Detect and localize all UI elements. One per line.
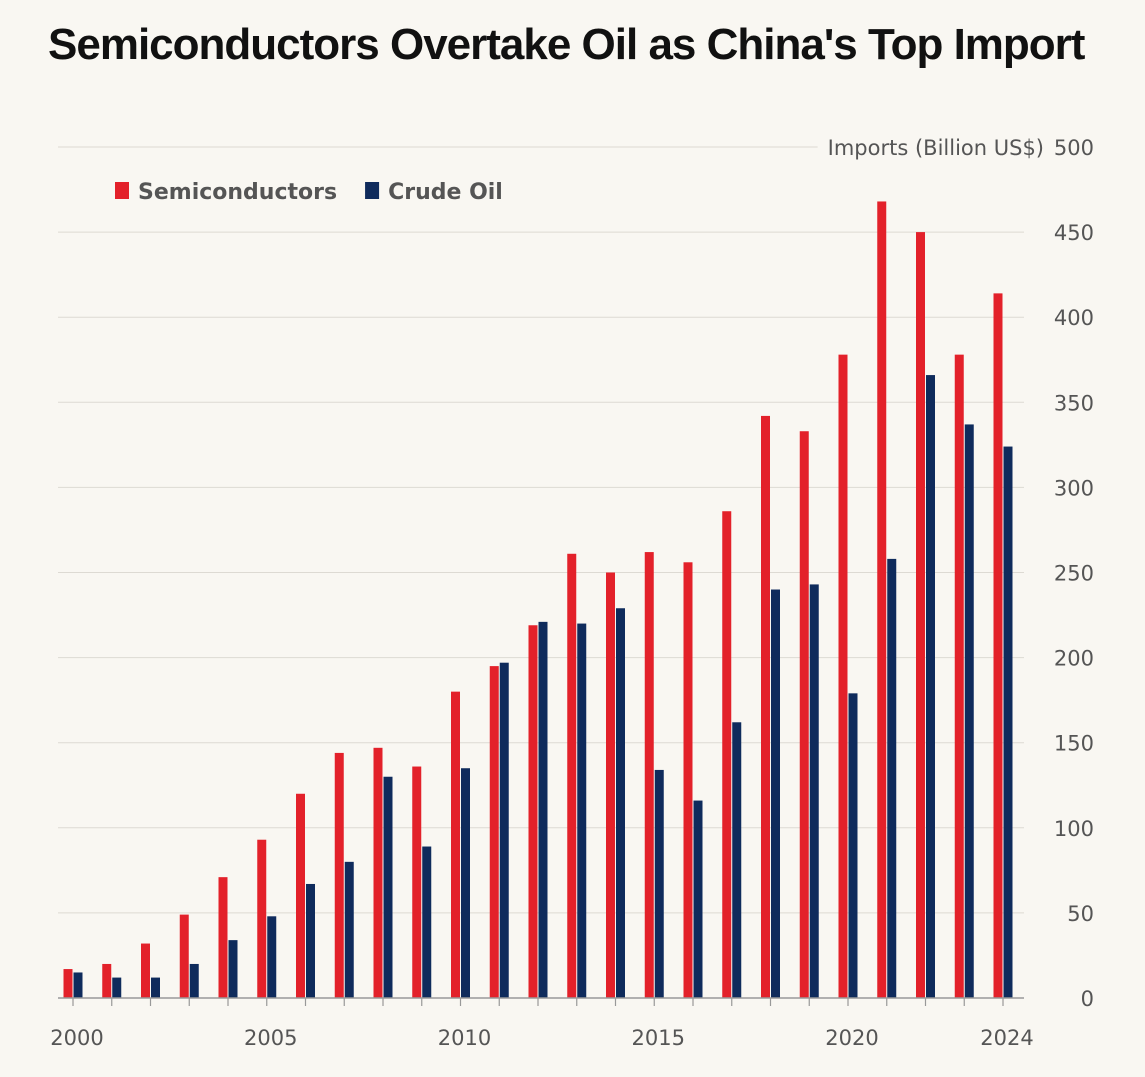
y-tick-label: 250 <box>1054 562 1094 586</box>
bar-crude-oil <box>809 584 819 998</box>
bar-crude-oil <box>267 916 277 998</box>
legend-swatch <box>115 182 129 199</box>
bar-semiconductors <box>528 625 538 998</box>
y-axis-title: Imports (Billion US$) <box>828 136 1044 160</box>
bar-crude-oil <box>306 883 315 998</box>
bar-semiconductors <box>993 293 1003 998</box>
bar-crude-oil <box>383 776 393 998</box>
bar-semiconductors <box>451 691 460 998</box>
bar-semiconductors <box>63 969 73 998</box>
bar-crude-oil <box>577 623 587 998</box>
y-tick-label: 150 <box>1054 732 1094 756</box>
y-axis-title-background <box>817 133 1044 161</box>
x-axis-ticks: 2000 2005 2010 2015 2020 2024 <box>50 998 1034 1050</box>
bar-crude-oil <box>499 662 509 998</box>
bar-crude-oil <box>848 693 858 998</box>
bar-semiconductors <box>838 354 848 998</box>
y-tick-label: 200 <box>1054 647 1094 671</box>
bar-crude-oil <box>112 977 122 998</box>
bar-crude-oil <box>151 977 160 998</box>
y-tick-label: 450 <box>1054 221 1094 245</box>
bar-crude-oil <box>964 424 974 998</box>
bar-semiconductors <box>296 793 305 998</box>
bar-crude-oil <box>461 768 470 998</box>
bar-semiconductors <box>257 839 267 998</box>
y-tick-label: 400 <box>1054 306 1094 330</box>
bar-crude-oil <box>616 608 625 998</box>
chart-title: Semiconductors Overtake Oil as China's T… <box>48 20 1085 69</box>
bar-crude-oil <box>344 861 354 998</box>
bar-semiconductors <box>373 747 383 998</box>
legend: Semiconductors Crude Oil <box>115 180 503 205</box>
y-tick-label: 500 <box>1054 136 1094 160</box>
x-tick-label: 2020 <box>825 1026 878 1050</box>
bars <box>63 201 1013 999</box>
bar-crude-oil <box>73 972 83 998</box>
bar-crude-oil <box>228 940 238 998</box>
bar-semiconductors <box>412 766 422 998</box>
y-tick-label: 0 <box>1081 987 1094 1011</box>
bar-semiconductors <box>761 415 770 998</box>
bar-crude-oil <box>654 769 664 998</box>
bar-crude-oil <box>887 558 897 998</box>
bar-crude-oil <box>732 722 742 998</box>
bar-crude-oil <box>693 800 703 998</box>
bar-crude-oil <box>422 846 432 998</box>
bar-semiconductors <box>179 914 189 998</box>
bar-crude-oil <box>538 621 548 998</box>
x-tick-label: 2000 <box>50 1026 103 1050</box>
y-tick-label: 100 <box>1054 817 1094 841</box>
y-axis-ticks: 0 50 100 150 200 250 300 350 400 450 500 <box>1054 136 1094 1011</box>
legend-label: Semiconductors <box>138 180 337 205</box>
bar-semiconductors <box>489 666 499 998</box>
bar-semiconductors <box>722 511 732 998</box>
bar-semiconductors <box>567 553 577 998</box>
x-tick-label: 2024 <box>980 1026 1033 1050</box>
bar-semiconductors <box>218 877 228 998</box>
bar-crude-oil <box>1003 446 1013 998</box>
bar-crude-oil <box>189 963 199 998</box>
y-tick-label: 350 <box>1054 391 1094 415</box>
bar-semiconductors <box>877 201 887 999</box>
y-tick-label: 50 <box>1067 902 1094 926</box>
bar-semiconductors <box>916 232 925 999</box>
bar-semiconductors <box>954 354 964 998</box>
bar-semiconductors <box>141 943 150 998</box>
bar-crude-oil <box>926 375 935 998</box>
bar-semiconductors <box>683 562 693 998</box>
x-tick-label: 2010 <box>438 1026 491 1050</box>
bar-crude-oil <box>771 589 780 998</box>
x-tick-label: 2005 <box>244 1026 297 1050</box>
y-tick-label: 300 <box>1054 476 1094 500</box>
bar-semiconductors <box>644 552 654 998</box>
x-tick-label: 2015 <box>632 1026 685 1050</box>
bar-semiconductors <box>102 963 112 998</box>
bar-semiconductors <box>606 572 615 998</box>
legend-swatch <box>365 182 380 199</box>
bar-semiconductors <box>799 431 809 998</box>
bar-semiconductors <box>334 752 344 998</box>
legend-label: Crude Oil <box>388 180 503 205</box>
